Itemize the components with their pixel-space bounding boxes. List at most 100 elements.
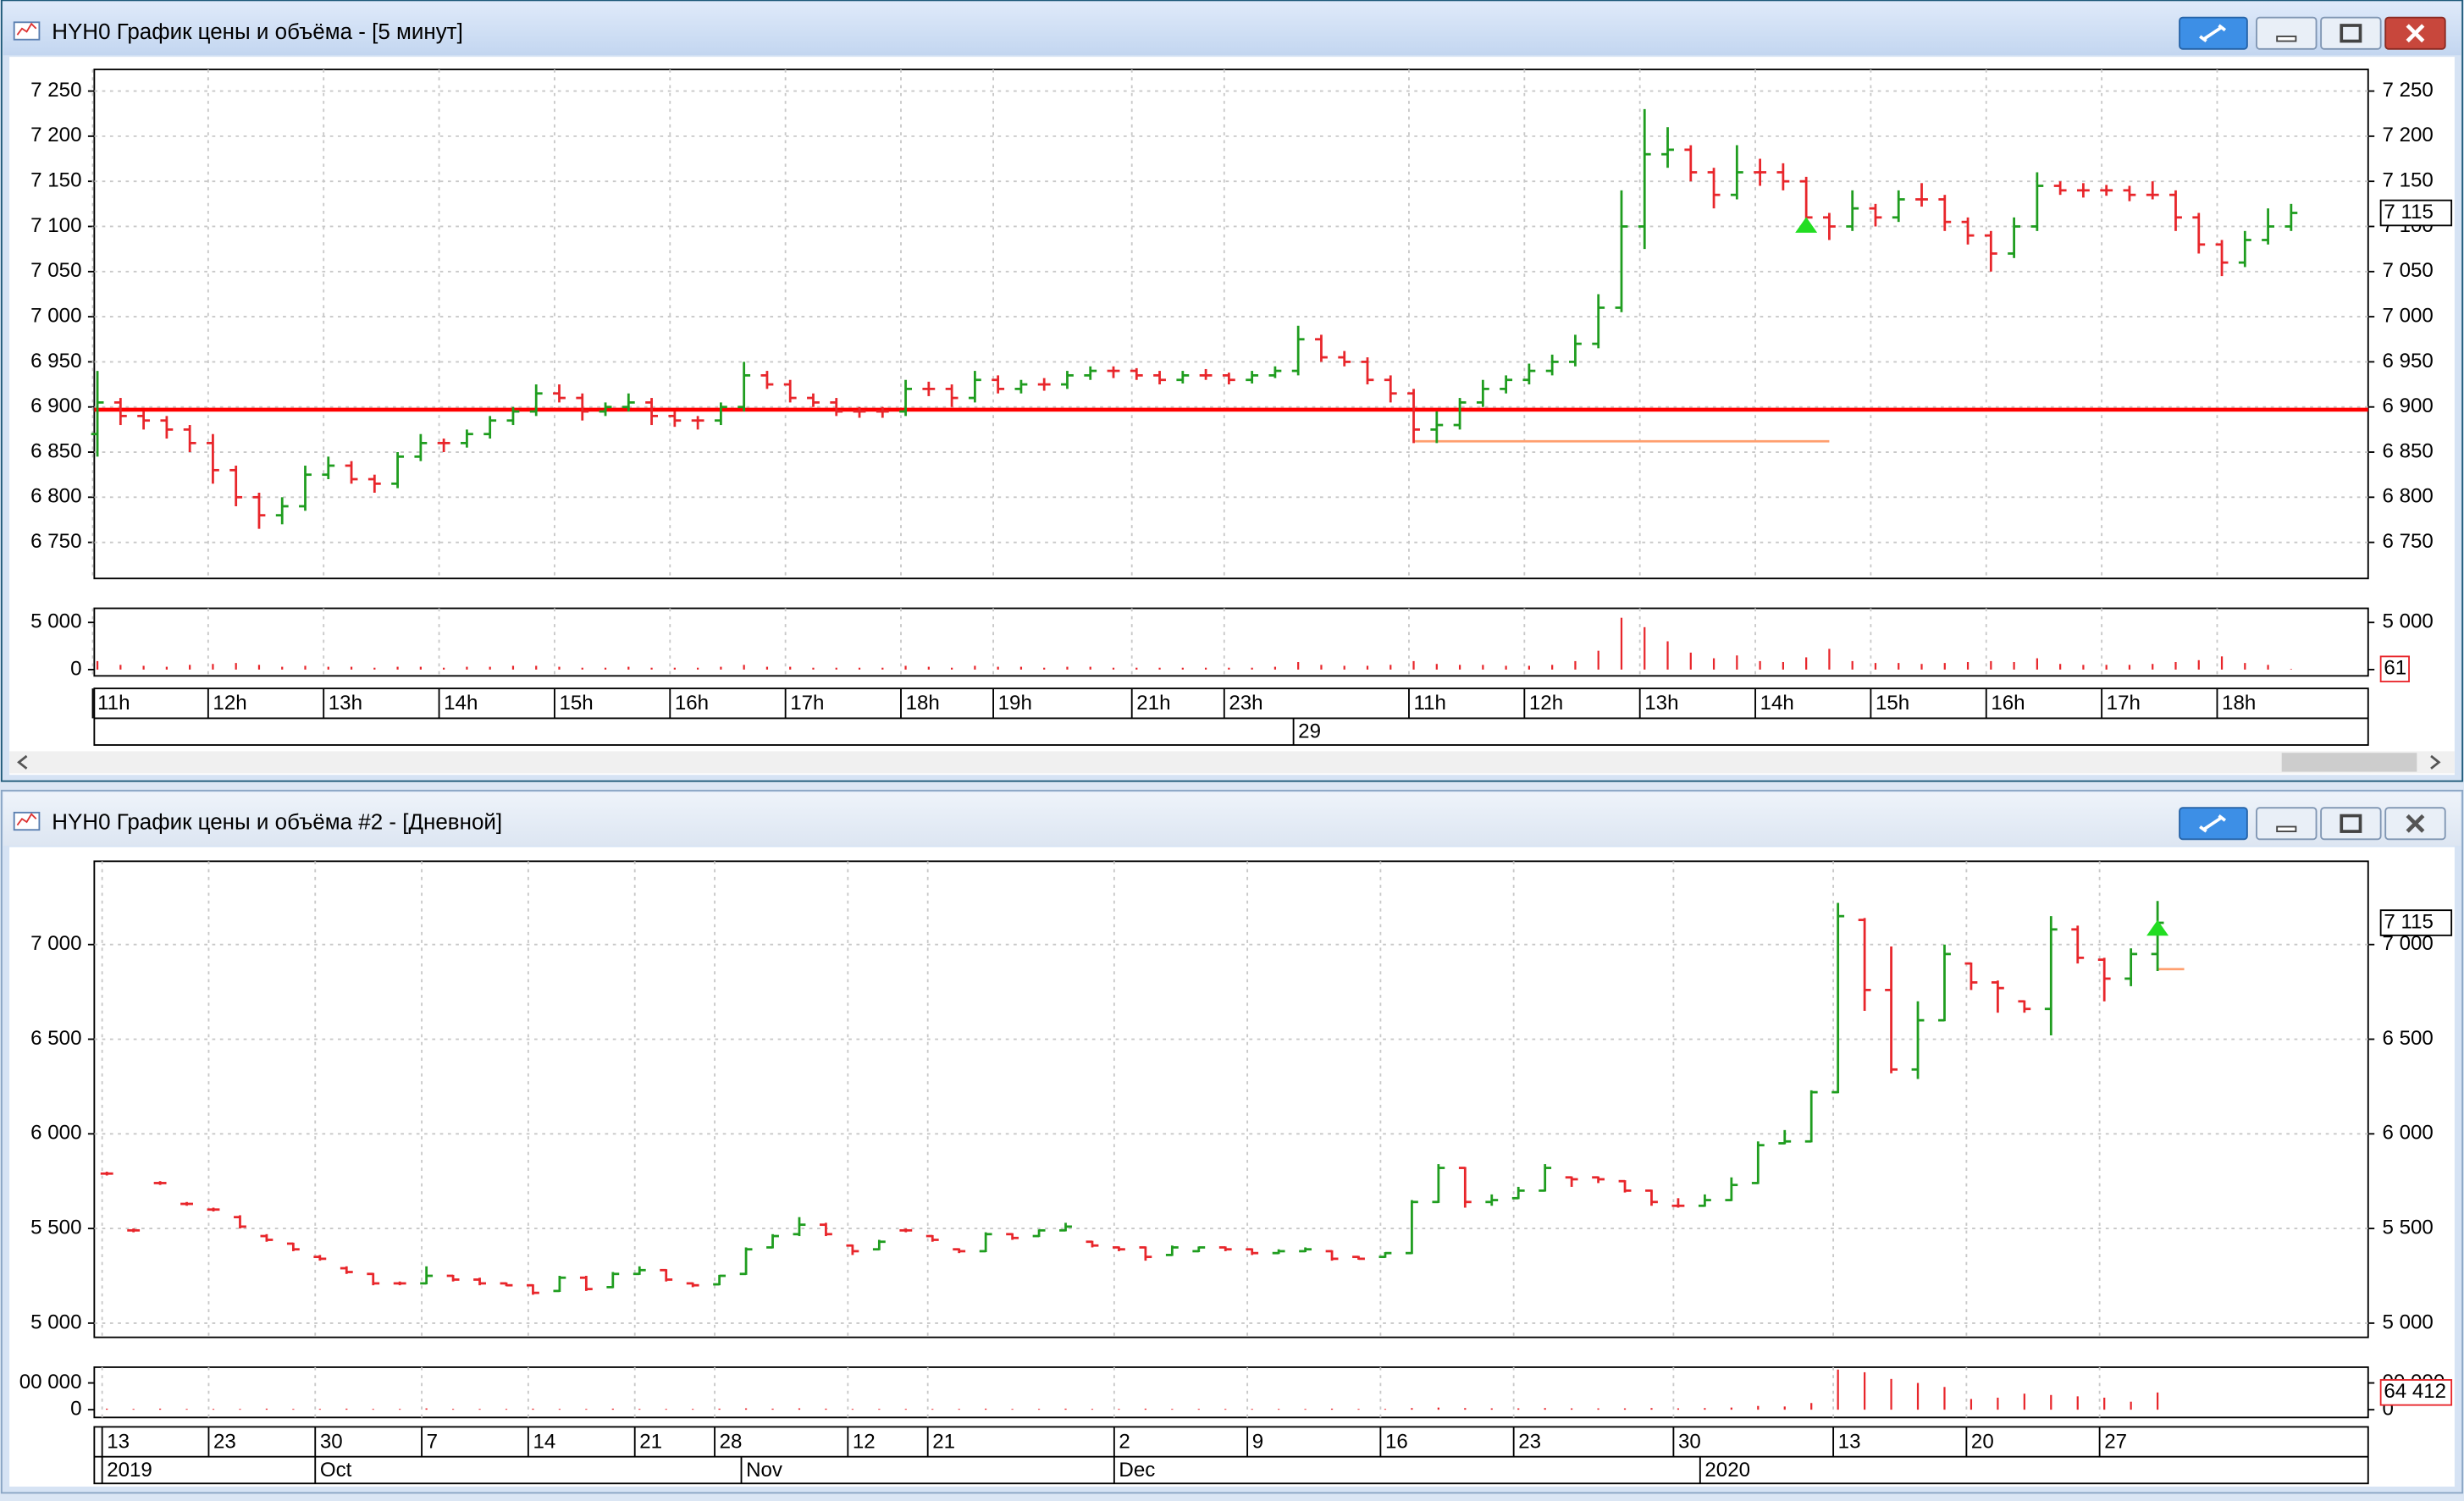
x-tick-label: 23	[213, 1430, 236, 1453]
x-tick-label: 13h	[329, 692, 362, 715]
signal-marker	[1795, 217, 1818, 233]
y-tick-label: 6 750	[2382, 530, 2433, 553]
x2-tick-label: Oct	[320, 1459, 352, 1482]
x2-tick-label: 2019	[107, 1459, 152, 1482]
y-tick-label: 6 800	[2382, 485, 2433, 508]
price-pane	[93, 69, 2369, 580]
y-tick-label: 6 000	[2382, 1122, 2433, 1145]
y-tick-label: 7 000	[30, 304, 81, 327]
window-title: HYH0 График цены и объёма - [5 минут]	[52, 19, 463, 44]
x-tick-label: 15h	[559, 692, 593, 715]
x-tick-label: 27	[2104, 1430, 2127, 1453]
x-tick-label: 7	[427, 1430, 438, 1453]
y-tick-label: 6 500	[2382, 1027, 2433, 1050]
x-tick-label: 21	[932, 1430, 955, 1453]
x-tick-label: 12	[853, 1430, 876, 1453]
x-tick-label: 2	[1119, 1430, 1130, 1453]
link-icon	[2199, 24, 2227, 43]
y-tick-label: 6 950	[2382, 350, 2433, 372]
volume-tick-label: 5 000	[2382, 610, 2433, 633]
y-tick-label: 5 000	[2382, 1311, 2433, 1333]
y-tick-label: 7 000	[2382, 304, 2433, 327]
y-tick-label: 5 500	[30, 1216, 81, 1239]
x-tick-label: 13h	[1644, 692, 1678, 715]
y-tick-label: 7 100	[30, 214, 81, 237]
window-icon-line	[16, 22, 37, 36]
last-volume-box	[2379, 655, 2410, 683]
y-tick-label: 6 800	[30, 485, 81, 508]
volume-pane	[93, 1366, 2369, 1419]
volume-pane	[93, 607, 2369, 677]
x-tick-label: 15h	[1876, 692, 1909, 715]
maximize-button[interactable]	[2320, 807, 2382, 841]
last-price-label: 7 115	[2384, 201, 2434, 223]
y-tick-label: 6 000	[30, 1122, 81, 1145]
scrollbar-thumb[interactable]	[2281, 753, 2417, 772]
y-tick-label: 7 000	[30, 932, 81, 955]
y-tick-label: 5 500	[2382, 1216, 2433, 1239]
link-icon	[2199, 814, 2227, 833]
x-tick-label: 28	[720, 1430, 743, 1453]
y-tick-label: 6 900	[2382, 395, 2433, 417]
y-tick-label: 6 850	[30, 439, 81, 462]
x-tick-label: 13	[1838, 1430, 1861, 1453]
y-tick-label: 6 750	[30, 530, 81, 553]
x-tick-label: 16h	[1991, 692, 2025, 715]
x-tick-label: 13	[107, 1430, 130, 1453]
x-tick-label: 12h	[1529, 692, 1563, 715]
x-tick-label: 14h	[444, 692, 478, 715]
x-tick-label: 9	[1252, 1430, 1263, 1453]
minimize-icon	[2276, 36, 2297, 42]
x-tick-label: 14h	[1760, 692, 1794, 715]
x-tick-label: 17h	[790, 692, 824, 715]
x-tick-label: 17h	[2107, 692, 2141, 715]
volume-tick-label: 5 000	[30, 610, 81, 633]
volume-tick-label: 00 000	[19, 1371, 82, 1393]
x2-tick-label: Nov	[746, 1459, 782, 1482]
x-tick-label: 12h	[213, 692, 246, 715]
minimize-button[interactable]	[2256, 807, 2318, 841]
last-volume-box	[2379, 1379, 2453, 1406]
x-tick-label: 21	[639, 1430, 662, 1453]
time-axis	[93, 1426, 2369, 1485]
x-tick-label: 18h	[906, 692, 940, 715]
close-icon	[2406, 814, 2425, 833]
signal-marker	[2146, 919, 2169, 936]
minimize-button[interactable]	[2256, 16, 2318, 50]
y-tick-label: 7 150	[2382, 169, 2433, 192]
y-tick-label: 5 000	[30, 1311, 81, 1333]
y-tick-label: 6 900	[30, 395, 81, 417]
last-volume-label: 61	[2384, 657, 2406, 680]
y-tick-label: 6 950	[30, 350, 81, 372]
x-tick-label: 20	[1971, 1430, 1994, 1453]
x-tick-label: 11h	[1414, 692, 1446, 715]
y-tick-label: 7 200	[2382, 124, 2433, 146]
x-tick-label: 19h	[998, 692, 1032, 715]
scrollbar[interactable]	[9, 751, 2455, 774]
y-tick-label: 6 850	[2382, 439, 2433, 462]
minimize-icon	[2276, 825, 2297, 833]
x2-tick-label: 2020	[1704, 1459, 1750, 1482]
maximize-button[interactable]	[2320, 16, 2382, 50]
x-tick-label: 30	[320, 1430, 343, 1453]
y-tick-label: 7 250	[30, 79, 81, 102]
last-volume-label: 64 412	[2384, 1380, 2446, 1403]
window-title: HYH0 График цены и объёма #2 - [Дневной]	[52, 809, 502, 835]
window-icon-line	[16, 813, 37, 826]
y-tick-label: 7 200	[30, 124, 81, 146]
scroll-left[interactable]	[17, 754, 28, 770]
scroll-right[interactable]	[2430, 754, 2441, 770]
time-axis	[93, 687, 2369, 746]
last-price-box	[2379, 909, 2453, 936]
y-tick-label: 7 150	[30, 169, 81, 192]
x2-tick-label: Dec	[1119, 1459, 1155, 1482]
volume-tick-label: 0	[70, 1398, 81, 1421]
x-tick-label: 11h	[97, 692, 130, 715]
x-tick-label: 18h	[2222, 692, 2256, 715]
last-price-box	[2379, 199, 2453, 227]
title-bar	[3, 792, 2461, 846]
x-tick-label: 16	[1385, 1430, 1408, 1453]
y-tick-label: 7 050	[30, 259, 81, 282]
maximize-icon	[2340, 814, 2362, 833]
